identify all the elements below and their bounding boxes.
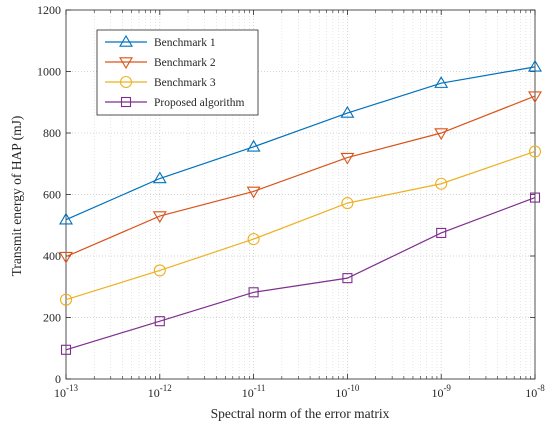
data-point [246,186,261,199]
legend-label: Benchmark 3 [154,77,216,89]
data-point [434,128,449,141]
x-tick-label: 10-13 [54,383,78,400]
data-point [529,192,541,203]
data-point [340,105,355,118]
y-tick-label: 400 [43,249,61,263]
series-1 [59,59,542,225]
x-axis-title: Spectral norm of the error matrix [211,406,390,421]
data-point [59,293,73,306]
x-tick-label: 10-8 [525,383,545,400]
data-point [246,139,261,152]
data-point [436,227,447,238]
y-tick-labels: 0 200 400 600 800 1000 1200 [37,3,61,386]
x-tick-label: 10-10 [335,383,359,400]
series-line [65,197,536,351]
series-line [65,95,536,258]
legend-marker [120,96,132,108]
y-tick-label: 800 [43,126,61,140]
data-point [340,152,355,165]
legend-item: Proposed algorithm [105,96,244,109]
series-3 [59,145,542,306]
legend-marker [119,75,133,89]
series-4 [60,192,541,355]
legend-label: Benchmark 1 [154,37,216,49]
legend-marker [119,57,133,70]
y-tick-label: 0 [55,372,61,386]
x-tick-label: 10-12 [148,383,172,400]
data-point [341,197,354,210]
legend-item: Benchmark 2 [105,57,216,70]
data-point [528,91,542,104]
y-tick-label: 1000 [37,65,61,79]
legend-item: Benchmark 3 [105,75,216,89]
data-point [154,316,165,327]
data-point [152,171,167,184]
series-2 [59,91,542,264]
legend-label: Proposed algorithm [154,97,244,109]
data-point [153,264,166,277]
data-point [434,76,449,88]
legend-marker [119,34,133,47]
data-point [152,211,167,224]
data-point [528,145,542,158]
y-tick-label: 200 [43,311,61,325]
series-line [65,150,536,301]
legend-label: Benchmark 2 [154,57,216,69]
data-point [60,344,72,355]
major-grid [66,10,535,379]
series-line [65,66,536,221]
y-tick-label: 1200 [37,3,61,17]
data-point [247,233,260,246]
data-point [59,251,73,264]
x-tick-label: 10-11 [242,383,266,400]
data-point [528,59,542,72]
axis-ticks [65,9,536,380]
y-axis-title: Transmit energy of HAP (mJ) [9,116,24,277]
data-point [342,273,353,284]
x-tick-labels: 10-13 10-12 10-11 10-10 10-9 10-8 [54,383,545,400]
data-point [59,212,73,225]
legend: Benchmark 1 Benchmark 2 Benchmark 3 Propose… [96,29,259,116]
x-tick-label: 10-9 [431,383,451,400]
data-point [435,177,448,190]
data-point [248,287,259,298]
legend-box [96,29,259,116]
legend-item: Benchmark 1 [105,34,216,49]
y-tick-label: 600 [43,188,61,202]
series-layer [59,59,542,355]
